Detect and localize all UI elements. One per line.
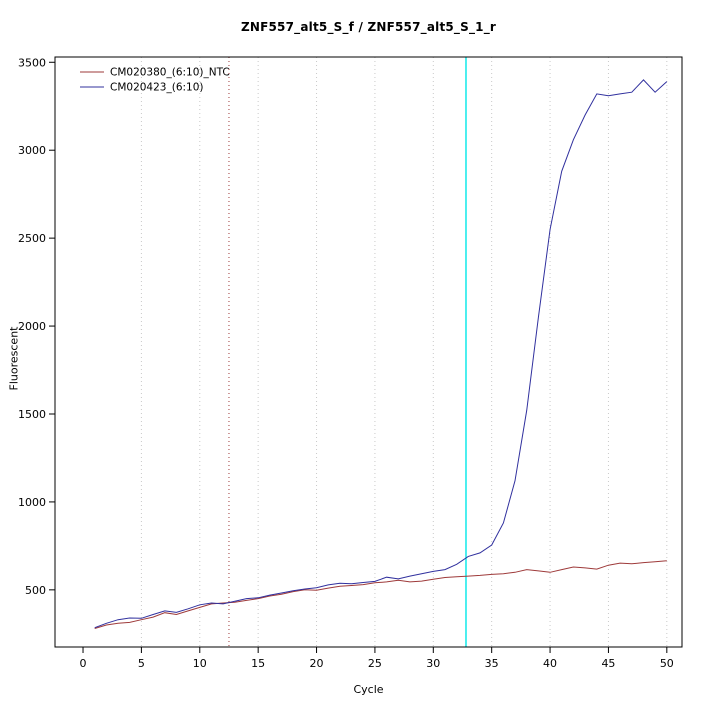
x-tick-label: 5 — [138, 657, 145, 670]
y-axis-label: Fluorescent — [7, 326, 21, 391]
x-tick-label: 0 — [80, 657, 87, 670]
chart-title: ZNF557_alt5_S_f / ZNF557_alt5_S_1_r — [240, 20, 497, 34]
y-tick-label: 2500 — [18, 232, 46, 245]
series-line-1 — [94, 79, 668, 629]
y-tick-label: 1000 — [18, 496, 46, 509]
y-tick-label: 1500 — [18, 408, 46, 421]
x-tick-label: 40 — [543, 657, 557, 670]
y-tick-label: 2000 — [18, 320, 46, 333]
x-tick-label: 30 — [426, 657, 440, 670]
legend-label-0: CM020380_(6:10)_NTC — [110, 67, 230, 79]
x-axis-label: Cycle — [353, 683, 384, 696]
plot-border — [54, 56, 683, 648]
x-tick-label: 10 — [193, 657, 207, 670]
y-tick-label: 500 — [25, 584, 46, 597]
y-tick-label: 3000 — [18, 144, 46, 157]
series-line-0 — [94, 560, 667, 629]
x-tick-label: 35 — [485, 657, 499, 670]
legend-label-1: CM020423_(6:10) — [110, 82, 204, 94]
x-tick-label: 45 — [601, 657, 615, 670]
x-tick-label: 50 — [660, 657, 674, 670]
x-tick-label: 15 — [251, 657, 265, 670]
y-tick-label: 3500 — [18, 56, 46, 69]
x-tick-label: 20 — [310, 657, 324, 670]
x-tick-label: 25 — [368, 657, 382, 670]
